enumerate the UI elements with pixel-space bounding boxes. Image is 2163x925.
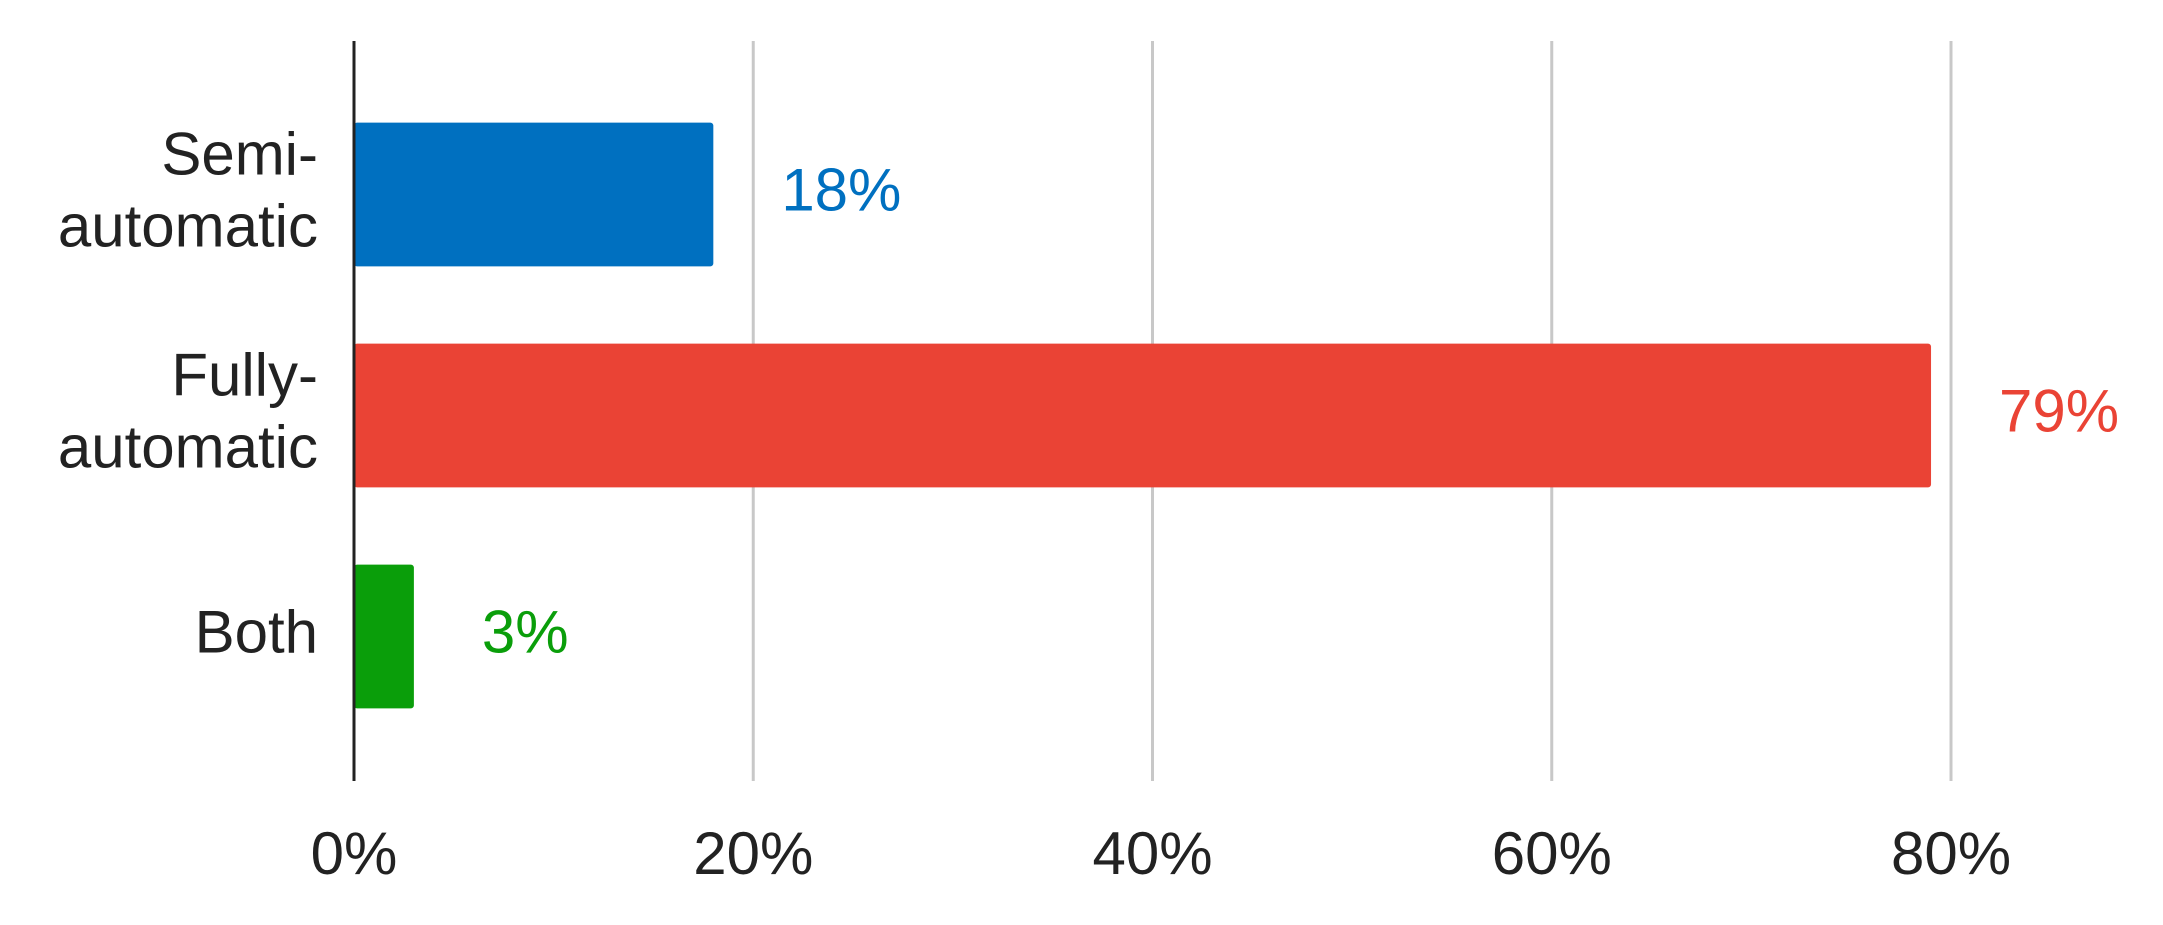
x-tick-label: 60%	[1492, 820, 1612, 887]
y-tick-label: Fully-automatic	[58, 341, 318, 480]
x-tick-label: 40%	[1092, 820, 1212, 887]
value-label: 79%	[1999, 377, 2119, 444]
y-tick-label: Semi-automatic	[58, 120, 318, 259]
bar	[354, 343, 1932, 488]
x-tick-label: 0%	[311, 820, 398, 887]
y-tick-label: Both	[195, 598, 318, 665]
x-tick-label: 80%	[1891, 820, 2011, 887]
bar	[354, 564, 414, 709]
value-label: 18%	[781, 156, 901, 223]
value-label: 3%	[482, 598, 569, 665]
bar	[354, 122, 714, 267]
x-tick-label: 20%	[693, 820, 813, 887]
